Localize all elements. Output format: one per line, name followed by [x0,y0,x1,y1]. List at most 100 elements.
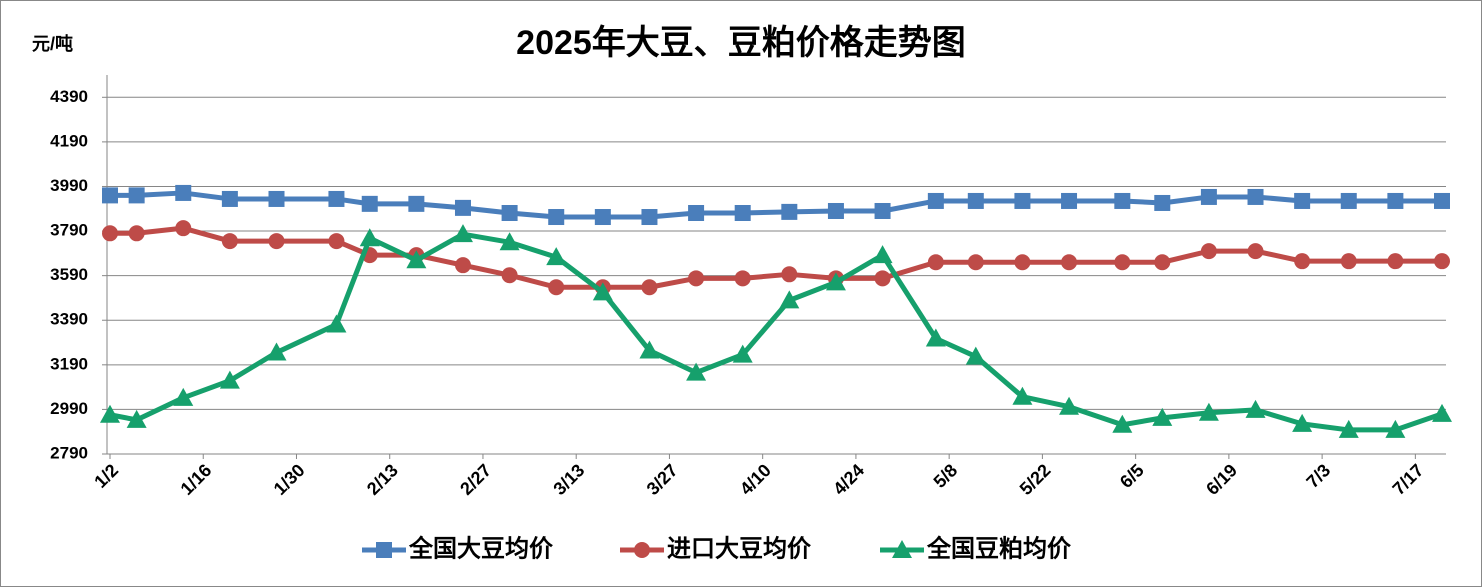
marker [874,270,891,287]
marker [1292,413,1313,432]
marker [499,232,520,251]
marker [892,540,912,558]
marker [1387,192,1404,209]
marker [1432,403,1452,422]
marker [128,225,145,242]
marker [328,190,345,207]
marker [359,228,380,247]
marker [1434,253,1450,270]
marker [408,195,425,212]
marker [1200,243,1217,260]
marker [548,209,565,226]
marker [1340,253,1357,270]
y-tick-label: 4390 [50,87,88,106]
marker [1247,188,1264,205]
marker [1012,386,1033,405]
marker [1112,414,1133,433]
marker [734,205,751,222]
y-tick-label: 3390 [50,310,88,329]
marker [641,209,658,226]
marker [501,205,518,222]
marker [268,190,285,207]
marker [100,404,120,423]
y-tick-label: 3190 [50,354,88,373]
marker [173,387,194,406]
marker [454,199,471,216]
marker [376,542,392,558]
y-tick-label: 2790 [50,443,88,462]
marker [1014,254,1031,271]
marker [781,203,798,220]
marker [1340,192,1357,209]
marker [361,195,378,212]
marker [1434,192,1450,209]
marker [454,257,471,274]
legend-label: 全国大豆均价 [408,534,554,562]
marker [732,344,753,363]
marker [827,202,844,219]
marker [102,187,118,204]
marker [1245,399,1266,418]
marker [128,187,145,204]
marker [781,266,798,283]
marker [1061,192,1078,209]
marker [965,346,986,365]
marker [688,205,705,222]
marker [592,282,613,301]
marker [266,342,287,361]
marker [1114,192,1131,209]
legend-label: 全国豆粕均价 [926,534,1072,562]
marker [641,279,658,296]
marker [1152,407,1173,426]
marker [1061,254,1078,271]
marker [639,340,660,359]
marker [501,267,518,284]
marker [221,233,238,250]
y-tick-label: 2990 [50,399,88,418]
marker [1200,188,1217,205]
marker [872,245,893,264]
marker [594,209,611,226]
marker [1338,419,1359,438]
marker [328,233,345,250]
legend-label: 进口大豆均价 [667,534,812,562]
y-tick-label: 3590 [50,265,88,284]
marker [546,247,567,266]
y-axis-label: 元/吨 [32,33,73,54]
marker [1154,194,1171,211]
marker [1294,192,1311,209]
marker [175,184,192,201]
marker [874,202,891,219]
marker [1059,396,1080,415]
marker [734,270,751,287]
marker [1014,192,1031,209]
marker [1198,402,1219,421]
marker [175,220,192,237]
chart-title: 2025年大豆、豆粕价格走势图 [516,24,966,62]
marker [686,362,707,381]
marker [967,254,984,271]
marker [326,314,347,333]
marker [967,192,984,209]
marker [1247,243,1264,260]
y-tick-label: 4190 [50,131,88,150]
marker [1114,254,1131,271]
marker [126,409,147,428]
marker [1387,253,1404,270]
marker [406,250,427,269]
marker [1294,253,1311,270]
marker [548,279,565,296]
marker [452,224,473,243]
marker [1154,254,1171,271]
marker [925,328,946,347]
marker [221,190,238,207]
marker [825,272,846,291]
marker [268,233,285,250]
y-tick-label: 3990 [50,176,88,195]
y-tick-label: 3790 [50,221,88,240]
marker [1385,419,1406,438]
marker [688,270,705,287]
series-line [109,231,1443,433]
